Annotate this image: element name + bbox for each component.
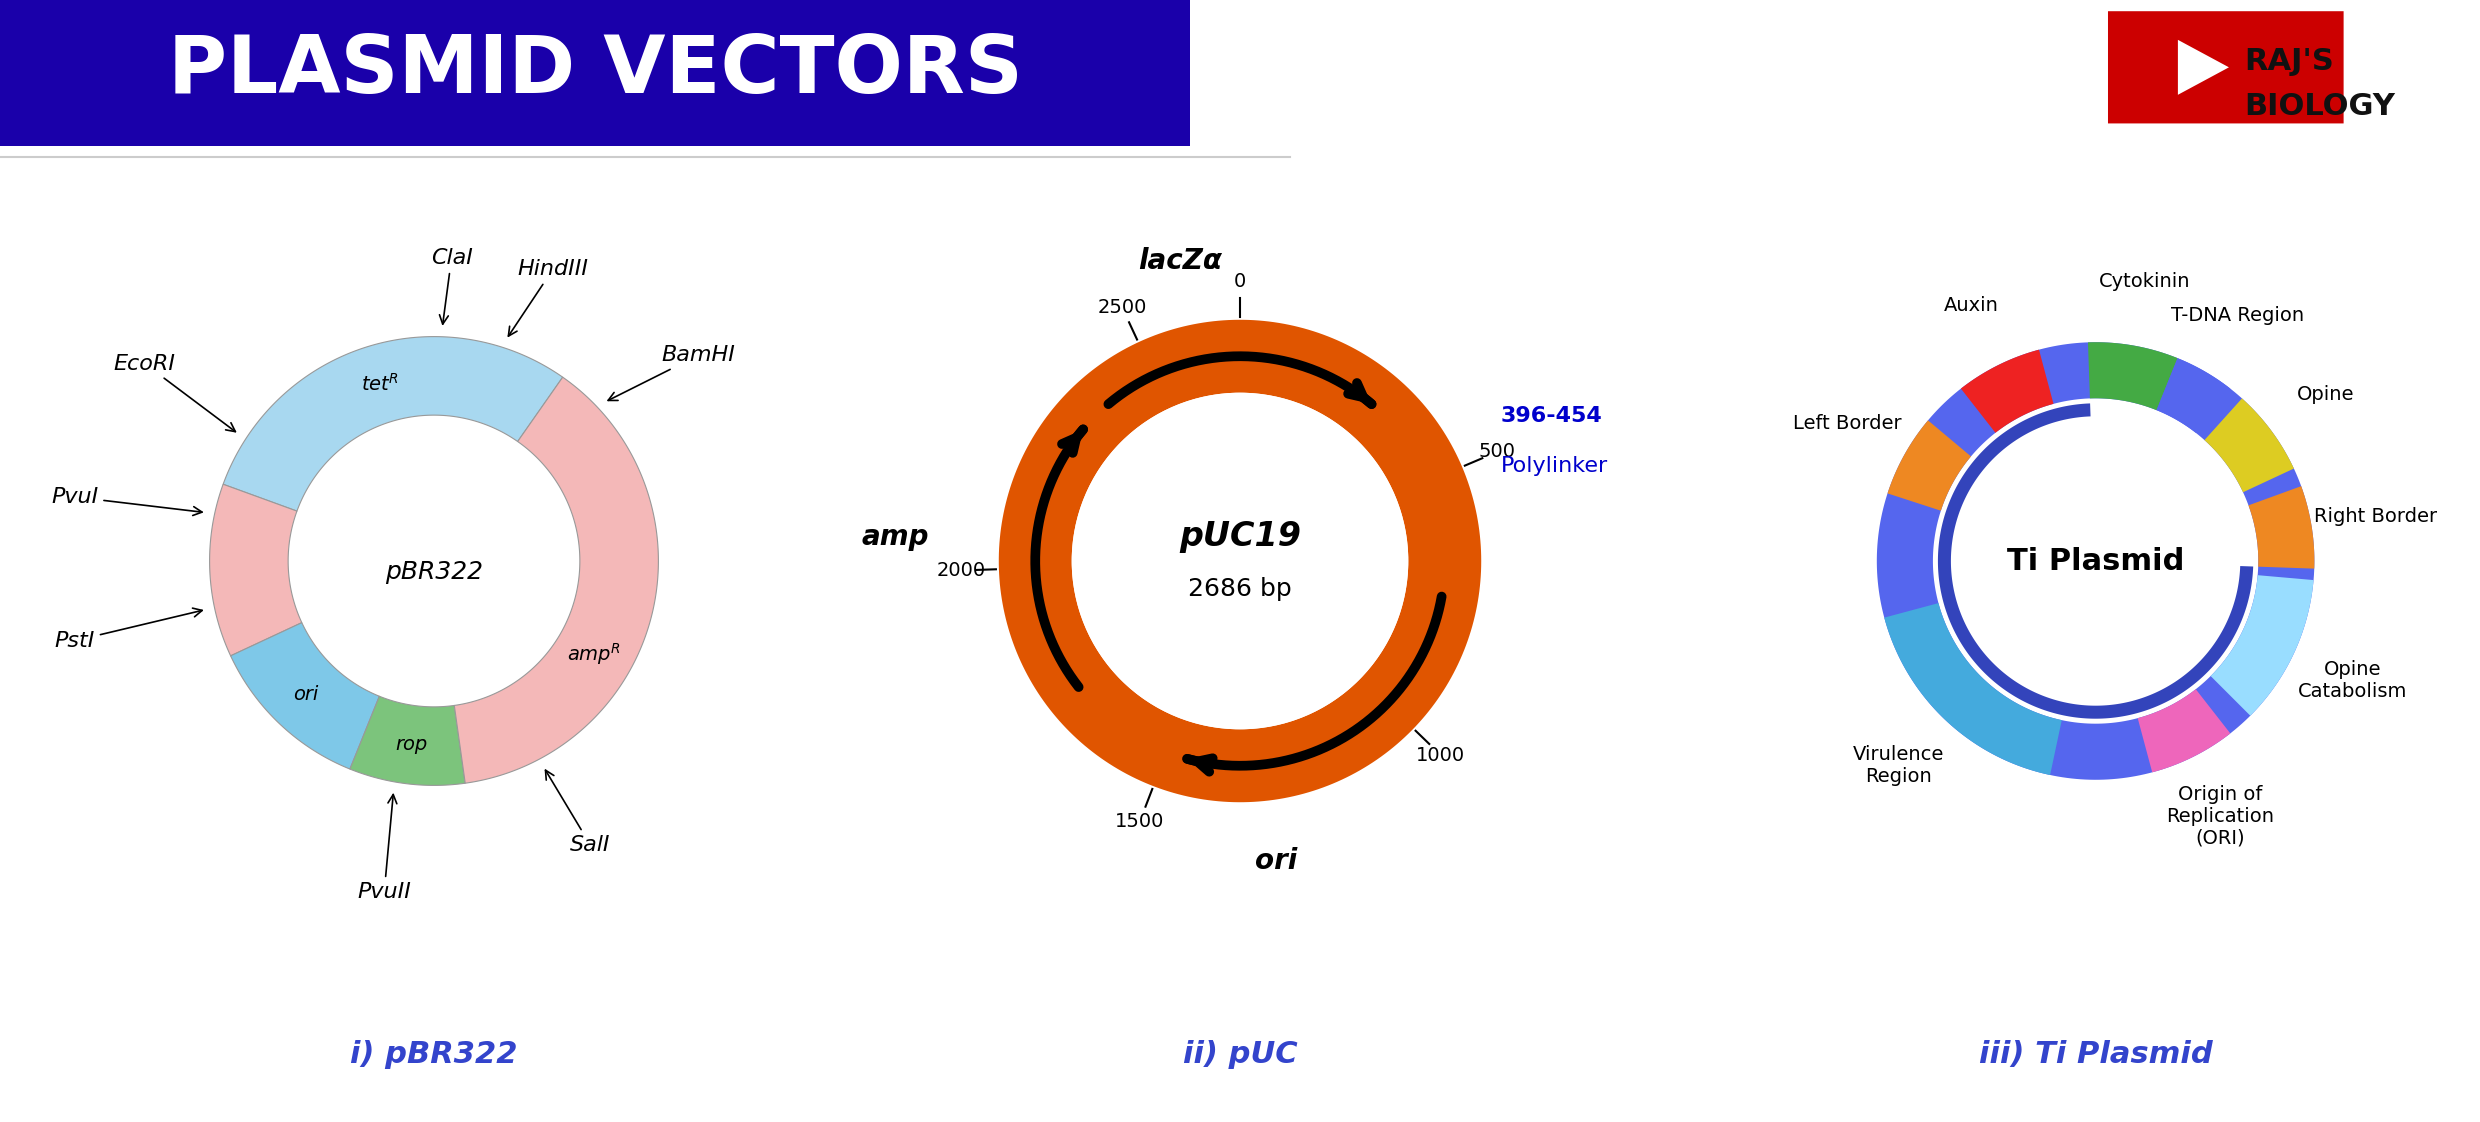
Text: RAJ'S: RAJ'S <box>2244 47 2334 76</box>
Polygon shape <box>1885 604 2061 775</box>
Text: tet$^R$: tet$^R$ <box>362 373 399 395</box>
Text: amp$^R$: amp$^R$ <box>568 641 620 666</box>
Text: BamHI: BamHI <box>608 346 734 401</box>
Text: lacZα: lacZα <box>1138 247 1223 275</box>
Polygon shape <box>350 697 466 785</box>
Polygon shape <box>1962 350 2053 433</box>
Text: T-DNA Region: T-DNA Region <box>2170 305 2304 324</box>
Text: PvuII: PvuII <box>357 794 412 902</box>
Text: 2500: 2500 <box>1099 298 1146 318</box>
Text: Polylinker: Polylinker <box>1500 457 1607 477</box>
Text: amp: amp <box>861 523 930 551</box>
Polygon shape <box>2138 689 2230 772</box>
Text: 1500: 1500 <box>1116 812 1166 831</box>
Polygon shape <box>2177 40 2230 95</box>
Circle shape <box>1952 419 2239 703</box>
FancyBboxPatch shape <box>2108 11 2344 123</box>
Text: Virulence
Region: Virulence Region <box>1853 745 1944 785</box>
Text: 2000: 2000 <box>937 561 985 580</box>
Text: 1000: 1000 <box>1416 745 1466 764</box>
Text: SalI: SalI <box>546 770 610 855</box>
Polygon shape <box>999 320 1481 802</box>
Text: ii) pUC: ii) pUC <box>1183 1040 1297 1069</box>
Polygon shape <box>2210 576 2314 716</box>
Text: 396-454: 396-454 <box>1500 406 1602 426</box>
Polygon shape <box>211 485 303 656</box>
Text: HindIII: HindIII <box>508 259 588 337</box>
FancyBboxPatch shape <box>0 0 1190 146</box>
Polygon shape <box>223 337 563 512</box>
Text: iii) Ti Plasmid: iii) Ti Plasmid <box>1979 1040 2212 1069</box>
Polygon shape <box>454 377 657 783</box>
Polygon shape <box>1887 421 1972 511</box>
Text: ori: ori <box>293 684 317 703</box>
Circle shape <box>1071 393 1409 729</box>
Text: Auxin: Auxin <box>1944 296 1999 315</box>
Text: Opine: Opine <box>2296 385 2354 404</box>
Text: Cytokinin: Cytokinin <box>2098 272 2190 291</box>
Text: Opine
Catabolism: Opine Catabolism <box>2299 661 2408 701</box>
Text: i) pBR322: i) pBR322 <box>350 1040 518 1069</box>
Text: Origin of
Replication
(ORI): Origin of Replication (ORI) <box>2165 784 2274 847</box>
Polygon shape <box>1937 404 2254 719</box>
Text: Ti Plasmid: Ti Plasmid <box>2006 546 2185 576</box>
Text: pUC19: pUC19 <box>1178 519 1302 552</box>
Text: PstI: PstI <box>55 608 203 651</box>
Text: PvuI: PvuI <box>52 487 201 515</box>
Text: EcoRI: EcoRI <box>114 353 236 432</box>
Text: PLASMID VECTORS: PLASMID VECTORS <box>169 31 1022 110</box>
Text: ClaI: ClaI <box>432 248 474 324</box>
Text: 0: 0 <box>1235 273 1245 292</box>
Polygon shape <box>231 623 379 769</box>
Text: 500: 500 <box>1478 442 1515 461</box>
Text: BIOLOGY: BIOLOGY <box>2244 92 2396 121</box>
Text: Left Border: Left Border <box>1793 414 1902 433</box>
Text: 2686 bp: 2686 bp <box>1188 577 1292 601</box>
Polygon shape <box>2158 358 2230 433</box>
Text: Right Border: Right Border <box>2314 507 2438 526</box>
Polygon shape <box>2088 342 2177 411</box>
Polygon shape <box>2249 486 2314 569</box>
Text: rop: rop <box>394 735 427 754</box>
Polygon shape <box>2205 398 2294 493</box>
Text: pBR322: pBR322 <box>384 560 484 585</box>
Text: ori: ori <box>1255 847 1297 875</box>
Polygon shape <box>1877 342 2314 780</box>
